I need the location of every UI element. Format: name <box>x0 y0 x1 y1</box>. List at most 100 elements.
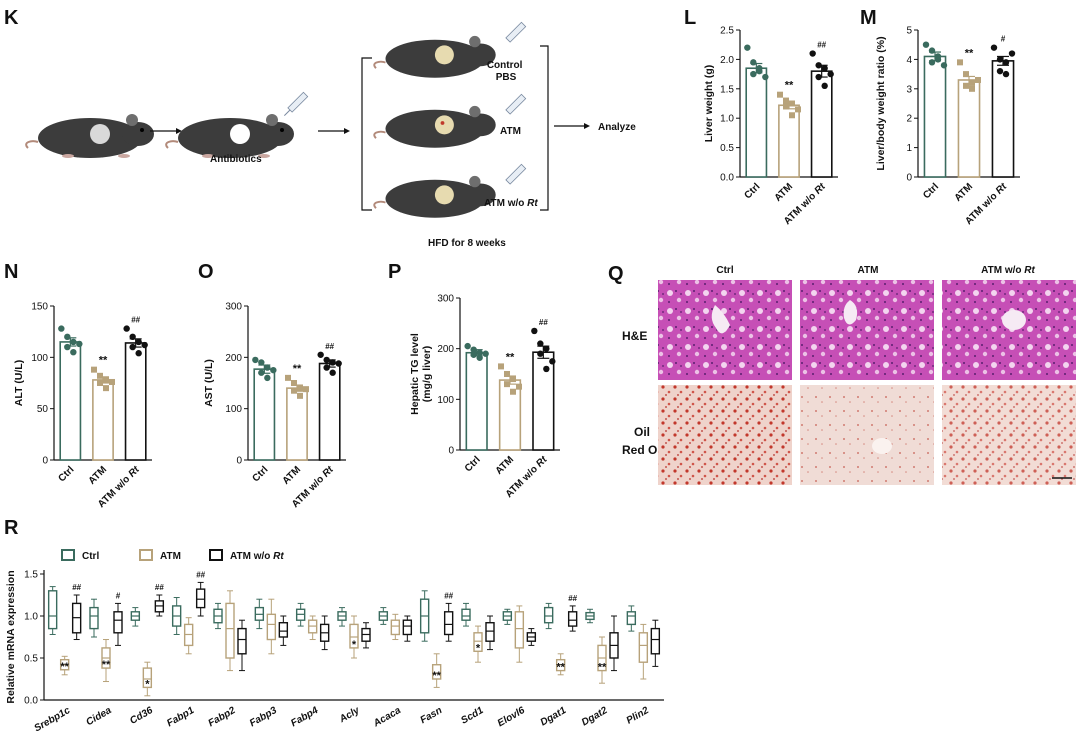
mouse-icon <box>373 175 496 218</box>
data-point <box>470 351 477 358</box>
data-point <box>750 70 757 78</box>
significance-mark: ## <box>196 570 205 579</box>
x-tick-label: Fabp1 <box>165 705 196 729</box>
y-tick-label: 5 <box>906 26 912 37</box>
data-point <box>123 325 130 332</box>
data-point <box>531 327 538 335</box>
data-point <box>1002 70 1010 78</box>
y-tick-label: 100 <box>437 395 454 406</box>
box <box>195 588 206 609</box>
data-point <box>934 53 942 60</box>
bar <box>745 67 768 178</box>
x-tick-label: Fasn <box>418 705 444 726</box>
y-tick-label: 0.5 <box>720 143 734 154</box>
bar <box>923 55 947 178</box>
col-header-ctrl: Ctrl <box>716 265 733 276</box>
x-tick-label: Fabp4 <box>289 705 320 729</box>
data-point <box>103 376 109 383</box>
data-point <box>270 366 277 374</box>
y-tick-label: 0.0 <box>24 696 38 707</box>
data-point <box>516 383 522 390</box>
y-tick-label: 1.5 <box>720 84 734 95</box>
x-tick-label: Fabp2 <box>206 705 237 729</box>
y-tick-label: 4 <box>906 55 912 66</box>
data-point <box>815 73 822 81</box>
significance-mark: ** <box>965 47 974 59</box>
box <box>567 611 578 627</box>
bar <box>532 351 555 451</box>
significance-mark: ** <box>102 659 111 671</box>
y-axis-label: ALT (U/L) <box>13 360 25 406</box>
box <box>443 611 454 636</box>
box <box>638 632 649 663</box>
y-tick-label: 1.5 <box>24 570 38 581</box>
oil-red-image-atm-wo-rt <box>942 385 1076 485</box>
vein <box>843 300 858 325</box>
mouse-icon <box>373 35 496 78</box>
data-point <box>969 79 975 86</box>
significance-mark: ** <box>293 363 302 375</box>
panel-label: O <box>198 261 214 283</box>
x-tick-label: ATM <box>494 454 517 477</box>
significance-mark: * <box>476 642 481 654</box>
x-tick-label: Ctrl <box>742 181 762 201</box>
box <box>237 627 247 655</box>
data-point <box>323 364 330 371</box>
x-tick-label: Scd1 <box>459 705 486 727</box>
box <box>431 664 442 680</box>
data-point <box>821 65 828 72</box>
box <box>349 623 359 649</box>
data-point <box>58 325 65 332</box>
vein <box>711 305 730 334</box>
x-tick-label: Ctrl <box>463 454 483 474</box>
x-tick-label: Acaca <box>371 705 403 730</box>
box <box>142 667 153 689</box>
y-tick-label: 150 <box>31 302 48 313</box>
panel-label: L <box>684 7 696 29</box>
vein <box>1002 310 1026 330</box>
data-point <box>291 380 297 386</box>
syringe-icon <box>283 91 309 117</box>
bar-charts: L 0.0 0.5 1.0 1.5 2.0 2.5 Liver weight (g) Ctrl *… <box>4 7 1020 734</box>
y-tick-label: 1.0 <box>24 612 38 623</box>
data-point <box>291 387 297 394</box>
y-tick-label: 1 <box>906 143 912 154</box>
box <box>113 611 123 634</box>
significance-mark: ## <box>568 594 577 603</box>
data-point <box>504 371 510 377</box>
panel-r-label: R <box>4 517 19 539</box>
significance-mark: * <box>352 639 357 651</box>
legend-swatch-ctrl <box>61 549 75 561</box>
panel-label: M <box>860 7 877 29</box>
data-point <box>97 380 103 386</box>
data-point <box>329 369 336 376</box>
bracket-right <box>540 45 549 211</box>
he-image-atm-wo-rt <box>942 280 1076 380</box>
significance-mark: ** <box>506 351 515 363</box>
data-point <box>70 338 77 346</box>
bar <box>957 79 981 178</box>
y-axis-label: Hepatic TG level <box>409 333 421 415</box>
y-tick-label: 200 <box>437 344 454 355</box>
data-point <box>317 351 324 358</box>
significance-mark: ** <box>60 661 69 673</box>
row-label-oil-red-o: Oil Red O <box>622 425 657 457</box>
significance-mark: ## <box>817 41 826 50</box>
data-point <box>470 346 477 353</box>
box <box>485 622 495 642</box>
y-tick-label: 2 <box>906 114 912 125</box>
data-point <box>135 338 142 346</box>
antibiotics-label: Antibiotics <box>210 154 262 165</box>
x-tick-label: Dgat1 <box>539 705 569 729</box>
data-point <box>821 82 828 90</box>
legend-label-atm: ATM <box>160 551 181 562</box>
significance-mark: # <box>116 591 121 600</box>
data-point <box>141 341 148 349</box>
oil-red-image-atm <box>800 385 934 485</box>
data-point <box>815 62 822 69</box>
x-tick-label: Ctrl <box>56 464 76 484</box>
y-axis-label: Liver/body weight ratio (%) <box>875 36 887 170</box>
data-point <box>476 349 483 356</box>
